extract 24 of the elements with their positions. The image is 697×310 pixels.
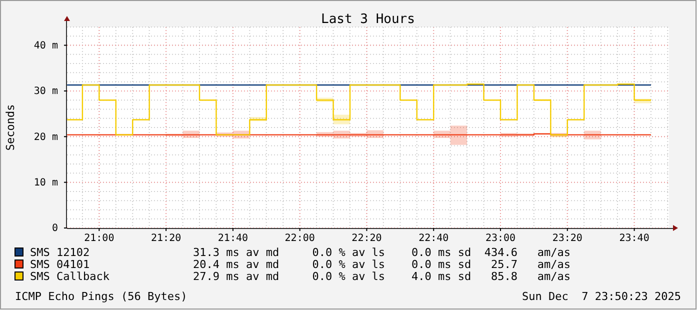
text: 31.3 ms av md 0.0 % av ls 0.0 ms sd 434.6 am/as <box>193 246 570 259</box>
y-axis-title: Seconds <box>4 104 17 151</box>
text: 27.9 ms av md 0.0 % av ls 4.0 ms sd 85.8 am/as <box>193 270 570 283</box>
y-tick-label: 40 m <box>34 40 58 52</box>
y-tick-label: 20 m <box>34 132 58 143</box>
y-tick-label: 30 m <box>34 86 58 98</box>
x-tick-label: 21:00 <box>84 233 114 244</box>
legend-label: SMS 12102 <box>30 246 90 259</box>
x-tick-label: 21:40 <box>218 233 248 244</box>
x-tick-label: 22:20 <box>352 233 382 244</box>
x-tick-label: 21:20 <box>150 233 182 244</box>
x-tick-label: 23:00 <box>485 233 516 244</box>
x-tick-label: 23:40 <box>619 233 650 244</box>
x-tick-label: 23:20 <box>552 233 582 244</box>
legend-label: SMS Callback <box>30 270 110 283</box>
legend-label: SMS 04101 <box>30 258 90 271</box>
text: ICMP Echo Pings (56 Bytes) <box>15 290 188 303</box>
text: 20.4 ms av md 0.0 % av ls 0.0 ms sd 25.7 am/as <box>193 258 570 271</box>
y-tick-label: 10 m <box>34 178 58 189</box>
x-tick-label: 22:40 <box>418 233 449 244</box>
y-tick-label: 0 <box>52 223 58 234</box>
chart-title: Last 3 Hours <box>321 12 415 27</box>
text: Sun Dec 7 23:50:23 2025 <box>522 290 681 303</box>
x-tick-label: 22:00 <box>284 233 315 244</box>
